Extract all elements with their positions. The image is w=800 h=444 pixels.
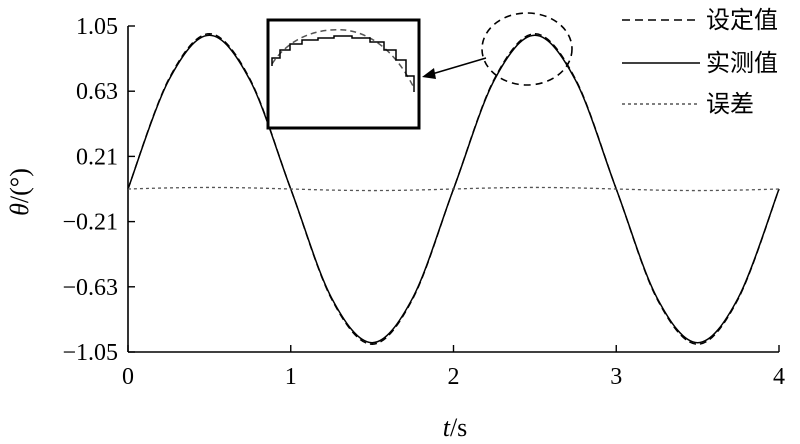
zoom-inset-frame <box>266 18 421 130</box>
y-axis-unit: /(°) <box>5 168 34 203</box>
x-axis-unit: /s <box>450 413 467 442</box>
x-axis-variable: t <box>443 413 451 442</box>
y-axis-variable: θ <box>5 203 34 216</box>
legend-label-error: 误差 <box>706 90 754 118</box>
y-tick-label: 0.21 <box>76 144 118 170</box>
x-tick-label: 3 <box>610 364 622 390</box>
x-tick-label: 2 <box>448 364 460 390</box>
x-tick-label: 4 <box>773 364 785 390</box>
y-tick-label: −0.21 <box>62 210 118 236</box>
plot-area: 0 1 2 3 4 1.05 0.63 0.21 −0.21 −0.63 −1.05 <box>62 14 785 390</box>
y-tick-label: −1.05 <box>62 340 118 366</box>
y-tick-label: 1.05 <box>76 14 118 40</box>
x-tick-label: 0 <box>122 364 134 390</box>
legend-label-setpoint: 设定值 <box>706 6 778 34</box>
zoom-target-circle <box>481 12 573 86</box>
y-tick-label: 0.63 <box>76 79 118 105</box>
legend-label-measured: 实测值 <box>706 49 778 77</box>
series-error-line <box>127 186 780 192</box>
x-tick-label: 1 <box>285 364 297 390</box>
x-axis-label: t/s <box>443 413 468 442</box>
zoom-pointer-arrow <box>431 57 487 75</box>
inset-measured-curve <box>271 35 415 92</box>
y-axis-label: θ/(°) <box>5 168 34 216</box>
zoom-pointer-arrowhead <box>422 68 436 79</box>
y-tick-label: −0.63 <box>62 275 118 301</box>
legend: 设定值 实测值 误差 <box>622 6 778 118</box>
zoom-inset <box>266 12 573 130</box>
